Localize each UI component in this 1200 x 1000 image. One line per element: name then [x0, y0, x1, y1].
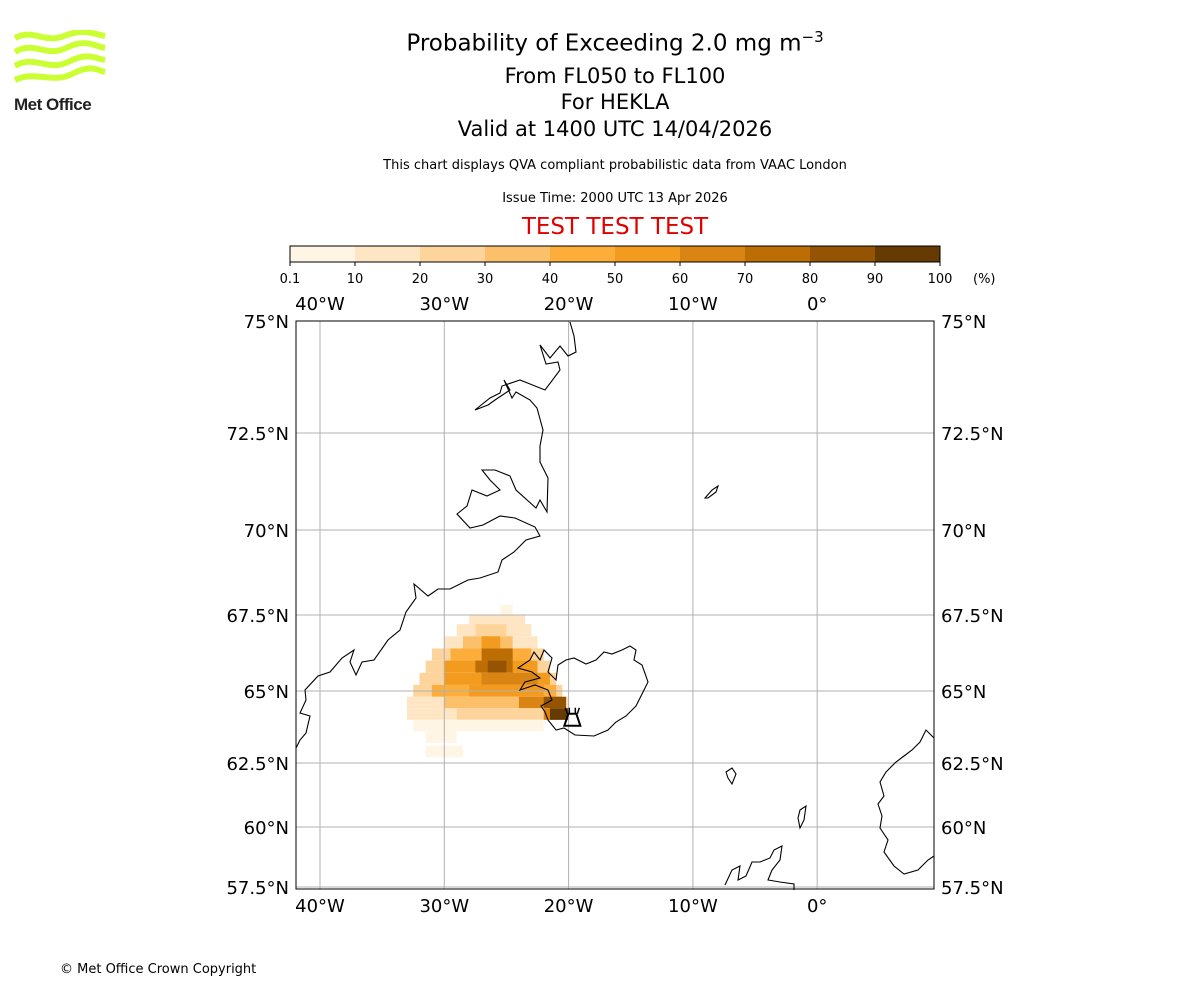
- lat-label-left: 57.5°N: [226, 878, 289, 899]
- lat-label-left: 62.5°N: [226, 754, 289, 775]
- title-superscript: −3: [801, 28, 824, 46]
- plume-cell: [413, 719, 544, 732]
- lat-label-right: 57.5°N: [941, 878, 1004, 899]
- colorbar-bin: [420, 246, 486, 262]
- volcano-icon: [562, 707, 582, 727]
- colorbar-bin: [550, 246, 616, 262]
- flight-levels: From FL050 to FL100: [504, 64, 726, 88]
- lat-label-right: 65°N: [941, 682, 986, 703]
- colorbar-tick-label: 10: [347, 272, 364, 287]
- lon-label-top: 20°W: [544, 294, 594, 315]
- plume-cell: [481, 648, 513, 661]
- colorbar-bin: [355, 246, 421, 262]
- lat-label-left: 60°N: [244, 818, 289, 839]
- plume-cell: [425, 731, 457, 743]
- plume-cell: [481, 636, 501, 649]
- lat-label-left: 65°N: [244, 682, 289, 703]
- map-frame: [295, 320, 935, 890]
- colorbar-bin: [485, 246, 551, 262]
- colorbar-bin: [875, 246, 941, 262]
- colorbar: 0.1 10 20 30 40 50 60 70 80 90 100 (%): [280, 245, 996, 287]
- logo-text: Met Office: [14, 95, 92, 114]
- colorbar-tick-label: 90: [867, 272, 884, 287]
- plume-cell: [444, 696, 563, 709]
- coastline-iceland: [516, 645, 649, 737]
- colorbar-tick-label: 70: [737, 272, 754, 287]
- colorbar-bin: [745, 246, 811, 262]
- met-office-logo: Met Office: [13, 28, 106, 114]
- colorbar-bin: [615, 246, 681, 262]
- lon-label-bottom: 30°W: [419, 896, 469, 917]
- colorbar-tick-label: 30: [477, 272, 494, 287]
- colorbar-unit: (%): [973, 272, 996, 287]
- colorbar-bin: [290, 246, 356, 262]
- lat-label-left: 70°N: [244, 521, 289, 542]
- lon-label-top: 0°: [807, 294, 827, 315]
- chart-description: This chart displays QVA compliant probab…: [383, 158, 847, 173]
- colorbar-tick-label: 50: [607, 272, 624, 287]
- valid-time: Valid at 1400 UTC 14/04/2026: [457, 117, 773, 141]
- lat-label-right: 72.5°N: [941, 424, 1004, 445]
- issue-time: Issue Time: 2000 UTC 13 Apr 2026: [502, 191, 728, 206]
- lat-label-right: 60°N: [941, 818, 986, 839]
- plume-cell: [475, 624, 507, 637]
- coastline-scotland: [724, 845, 795, 890]
- lat-label-left: 67.5°N: [226, 606, 289, 627]
- waves-icon: [13, 28, 106, 83]
- ash-plume: [407, 604, 569, 758]
- colorbar-tick-label: 20: [412, 272, 429, 287]
- colorbar-tick-label: 0.1: [280, 272, 301, 287]
- test-banner: TEST TEST TEST: [521, 214, 709, 240]
- lon-label-top: 10°W: [668, 294, 718, 315]
- colorbar-bin: [680, 246, 746, 262]
- axis-labels: 40°W 40°W 30°W 30°W 20°W 20°W 10°W 10°W 0° 0° 75°N…: [226, 294, 1003, 917]
- coastline-greenland: [295, 321, 577, 749]
- lat-label-right: 70°N: [941, 521, 986, 542]
- plume-cell: [543, 696, 567, 709]
- plume-cell: [487, 660, 507, 673]
- lon-label-top: 40°W: [295, 294, 345, 315]
- title-main: Probability of Exceeding 2.0 mg m: [406, 30, 802, 57]
- coastline-jan-mayen: [703, 484, 720, 499]
- lon-label-top: 30°W: [419, 294, 469, 315]
- coastline-shetland: [797, 804, 807, 830]
- copyright: © Met Office Crown Copyright: [60, 962, 257, 977]
- volcano-name: For HEKLA: [560, 90, 670, 114]
- plume-cell: [456, 708, 557, 720]
- lon-label-bottom: 0°: [807, 896, 827, 917]
- lon-label-bottom: 10°W: [668, 896, 718, 917]
- lon-label-bottom: 40°W: [295, 896, 345, 917]
- chart-title: Probability of Exceeding 2.0 mg m−3: [0, 28, 1200, 57]
- lat-label-right: 67.5°N: [941, 606, 1004, 627]
- plume-cell: [481, 672, 538, 685]
- lon-label-bottom: 20°W: [544, 896, 594, 917]
- coastlines: [295, 321, 935, 890]
- lat-label-left: 75°N: [244, 312, 289, 333]
- coastline-faroe: [725, 767, 737, 786]
- colorbar-tick-label: 40: [542, 272, 559, 287]
- plume-cell: [518, 696, 563, 709]
- plume-cell: [549, 708, 569, 720]
- colorbar-tick-label: 100: [928, 272, 953, 287]
- lat-label-right: 75°N: [941, 312, 986, 333]
- lat-label-right: 62.5°N: [941, 754, 1004, 775]
- colorbar-tick-label: 80: [802, 272, 819, 287]
- coastline-norway: [877, 729, 935, 875]
- gridlines: [296, 320, 934, 889]
- colorbar-tick-label: 60: [672, 272, 689, 287]
- lat-label-left: 72.5°N: [226, 424, 289, 445]
- colorbar-bin: [810, 246, 876, 262]
